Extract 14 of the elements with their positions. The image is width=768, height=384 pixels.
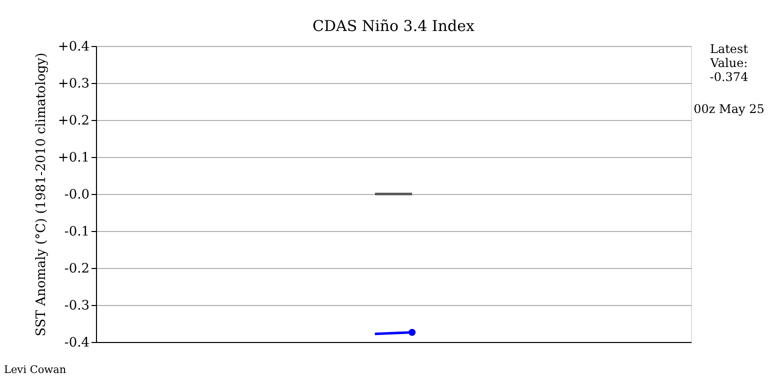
text: Levi Cowan [4, 364, 66, 376]
y-tick-label: -0.3 [64, 298, 90, 314]
text: 00z May 25 [694, 102, 764, 116]
y-tick-label: -0.2 [64, 262, 90, 276]
y-tick-label: -0.1 [64, 224, 90, 240]
y-tick-label: -0.4 [64, 336, 90, 350]
y-tick-label: +0.4 [58, 40, 90, 54]
y-tick-label: +0.1 [58, 150, 90, 166]
text: Latest Value: -0.374 [709, 42, 749, 84]
y-axis-title: SST Anomaly (°C) (1981-2010 climatology) [34, 52, 49, 336]
y-tick-label: +0.2 [58, 114, 90, 128]
chart-title: CDAS Niño 3.4 Index [312, 17, 475, 35]
y-tick-label: -0.0 [64, 188, 90, 202]
y-tick-label: +0.3 [58, 76, 90, 92]
